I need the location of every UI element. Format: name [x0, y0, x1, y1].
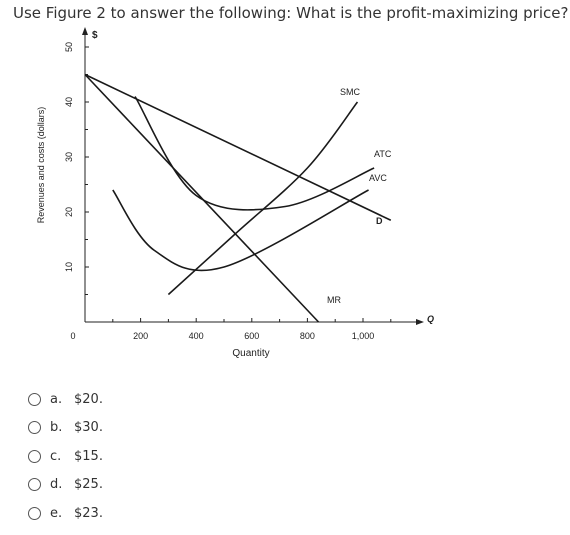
x-ticks: 0 200 400 600 800 1,000 [70, 318, 392, 341]
x-tick-label-400: 400 [189, 331, 204, 341]
radio-c[interactable] [28, 449, 41, 463]
y-axis-title: Revenues and costs (dollars) [36, 107, 46, 224]
radio-b[interactable] [28, 421, 41, 435]
y-unit-label: $ [92, 30, 98, 41]
x-axis-title: Quantity [232, 348, 269, 359]
smc-label: SMC [340, 87, 361, 97]
y-tick-label-10: 10 [64, 262, 74, 272]
option-d[interactable]: d. $25. [28, 471, 103, 500]
option-b-value: $30. [74, 420, 103, 436]
option-e-value: $23. [74, 505, 103, 521]
atc-label: ATC [374, 149, 392, 159]
curve-avc [112, 189, 369, 272]
y-axis-arrow [82, 27, 88, 35]
option-d-letter: d. [50, 477, 63, 493]
radio-a[interactable] [28, 392, 41, 406]
answer-options: a. $20. b. $30. c. $15. d. $25. e. $23. [28, 385, 103, 528]
y-ticks: 10 20 30 40 50 [64, 42, 89, 295]
y-tick-label-30: 30 [64, 152, 74, 162]
option-b-letter: b. [50, 420, 63, 436]
option-e[interactable]: e. $23. [28, 499, 103, 528]
x-tick-label-600: 600 [244, 331, 259, 341]
option-c-letter: c. [50, 448, 62, 464]
option-e-letter: e. [50, 505, 63, 521]
figure-chart: $ Revenues and costs (dollars) Quantity … [36, 27, 434, 359]
x-tick-label-800: 800 [300, 331, 315, 341]
option-c[interactable]: c. $15. [28, 442, 103, 471]
x-tick-label-0: 0 [70, 331, 75, 341]
curve-smc [167, 101, 359, 296]
option-c-value: $15. [74, 448, 103, 464]
option-a-letter: a. [50, 391, 63, 407]
y-tick-label-50: 50 [64, 42, 74, 52]
avc-label: AVC [369, 173, 387, 183]
x-axis-symbol: Q [427, 314, 434, 324]
question-text: Use Figure 2 to answer the following: Wh… [13, 4, 569, 22]
x-tick-label-200: 200 [133, 331, 148, 341]
x-axis-arrow [416, 319, 424, 325]
radio-d[interactable] [28, 478, 41, 492]
option-d-value: $25. [74, 477, 103, 493]
x-tick-label-1000: 1,000 [352, 331, 375, 341]
option-b[interactable]: b. $30. [28, 414, 103, 443]
y-tick-label-20: 20 [64, 207, 74, 217]
y-tick-label-40: 40 [64, 97, 74, 107]
option-a-value: $20. [74, 391, 103, 407]
curves [84, 73, 392, 323]
curve-atc [134, 96, 375, 211]
mr-label: MR [327, 295, 341, 305]
radio-e[interactable] [28, 506, 41, 520]
option-a[interactable]: a. $20. [28, 385, 103, 414]
d-label: D [376, 216, 383, 226]
